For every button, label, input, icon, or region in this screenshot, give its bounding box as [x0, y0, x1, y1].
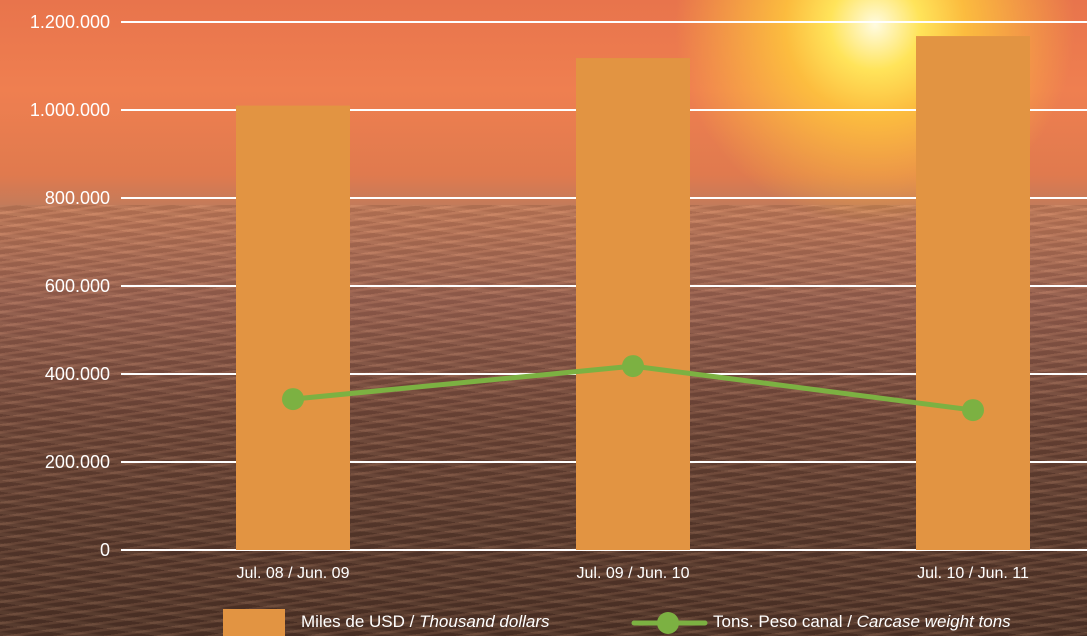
- y-axis-ticks: 0 200.000 400.000 600.000 800.000 1.000.000 1.…: [30, 12, 110, 560]
- y-tick-label: 0: [100, 540, 110, 560]
- y-tick-label: 800.000: [45, 188, 110, 208]
- line-point: [282, 388, 304, 411]
- y-tick-label: 1.000.000: [30, 100, 110, 120]
- x-axis-ticks: Jul. 08 / Jun. 09 Jul. 09 / Jun. 10 Jul. 1…: [237, 565, 1029, 582]
- sea-wave-texture: [0, 205, 1087, 636]
- legend-bar-label-italic: Thousand dollars: [419, 612, 550, 631]
- legend-bar-label-main: Miles de USD /: [301, 612, 420, 631]
- bar: [576, 58, 690, 550]
- x-tick-label: Jul. 10 / Jun. 11: [917, 565, 1029, 582]
- line-series: [282, 355, 984, 422]
- line-point: [962, 399, 984, 422]
- legend-line-label: Tons. Peso canal / Carcase weight tons: [713, 612, 1011, 632]
- legend-line-marker: [657, 612, 679, 634]
- bar-series: [236, 36, 1030, 550]
- bar: [916, 36, 1030, 550]
- line-point: [622, 355, 644, 378]
- legend-bar-swatch: [223, 609, 285, 636]
- legend-line-label-italic: Carcase weight tons: [856, 612, 1011, 631]
- y-tick-label: 1.200.000: [30, 12, 110, 32]
- y-tick-label: 200.000: [45, 452, 110, 472]
- x-tick-label: Jul. 09 / Jun. 10: [577, 565, 690, 582]
- legend-line-label-main: Tons. Peso canal /: [713, 612, 857, 631]
- legend-bar-label: Miles de USD / Thousand dollars: [301, 612, 550, 632]
- bar: [236, 105, 350, 550]
- legend-line-swatch: [631, 612, 708, 634]
- y-tick-label: 400.000: [45, 364, 110, 384]
- y-tick-label: 600.000: [45, 276, 110, 296]
- x-tick-label: Jul. 08 / Jun. 09: [237, 565, 350, 582]
